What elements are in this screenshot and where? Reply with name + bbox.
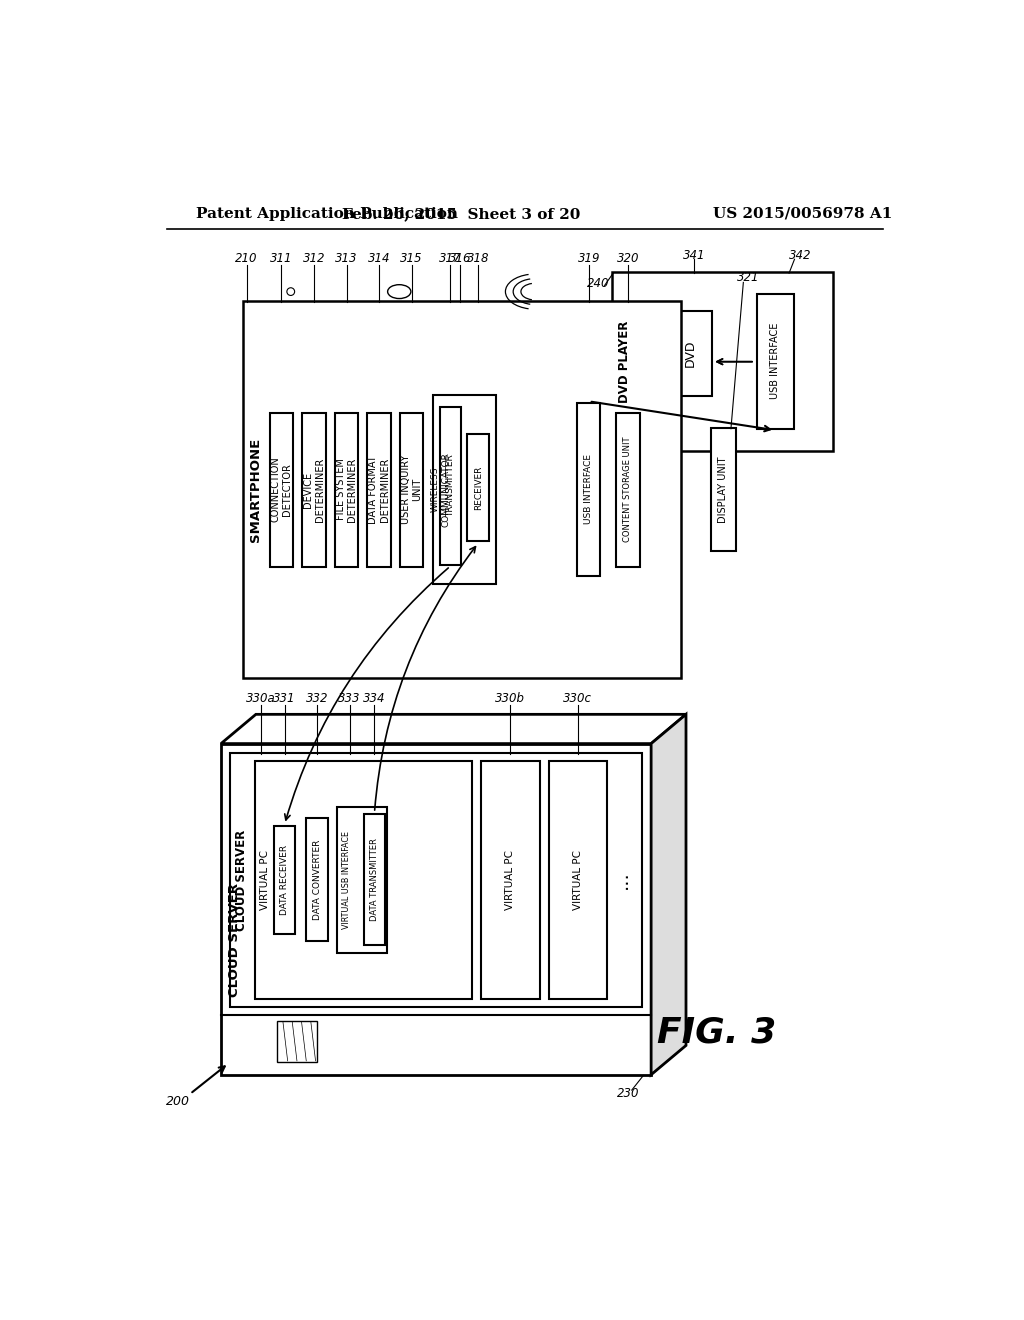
Text: 332: 332 xyxy=(306,693,329,705)
Text: 316: 316 xyxy=(450,252,472,265)
Bar xyxy=(549,760,607,999)
Text: Patent Application Publication: Patent Application Publication xyxy=(197,207,458,220)
Ellipse shape xyxy=(388,285,411,298)
Bar xyxy=(467,434,489,541)
Text: VIRTUAL PC: VIRTUAL PC xyxy=(506,850,515,909)
Polygon shape xyxy=(221,714,686,743)
Text: VIRTUAL PC: VIRTUAL PC xyxy=(572,850,583,909)
Text: DATA TRANSMITTER: DATA TRANSMITTER xyxy=(370,838,379,921)
Text: 312: 312 xyxy=(303,252,326,265)
Text: DEVICE
DETERMINER: DEVICE DETERMINER xyxy=(303,457,325,521)
Text: CONNECTION
DETECTOR: CONNECTION DETECTOR xyxy=(270,457,292,523)
Text: USB INTERFACE: USB INTERFACE xyxy=(585,454,593,524)
Text: 210: 210 xyxy=(236,252,258,265)
Text: 313: 313 xyxy=(335,252,357,265)
Bar xyxy=(364,814,385,945)
Bar xyxy=(230,752,642,1007)
Text: 240: 240 xyxy=(587,277,609,289)
Text: WIRELESS
COMMUNICATOR: WIRELESS COMMUNICATOR xyxy=(431,451,450,527)
Text: DISPLAY UNIT: DISPLAY UNIT xyxy=(718,457,728,523)
Bar xyxy=(221,743,651,1074)
Bar xyxy=(243,301,681,678)
Text: Feb. 26, 2015  Sheet 3 of 20: Feb. 26, 2015 Sheet 3 of 20 xyxy=(342,207,581,220)
Text: DATA CONVERTER: DATA CONVERTER xyxy=(312,840,322,920)
Text: SMARTPHONE: SMARTPHONE xyxy=(249,437,261,541)
Text: DATA RECEIVER: DATA RECEIVER xyxy=(280,845,289,915)
Text: DVD: DVD xyxy=(683,339,696,367)
Bar xyxy=(757,294,794,429)
Text: USB INTERFACE: USB INTERFACE xyxy=(770,323,780,400)
Text: 321: 321 xyxy=(736,271,759,284)
Text: FIG. 3: FIG. 3 xyxy=(657,1015,776,1049)
Text: VIRTUAL USB INTERFACE: VIRTUAL USB INTERFACE xyxy=(342,830,350,929)
Bar xyxy=(400,412,423,566)
Text: CLOUD SERVER: CLOUD SERVER xyxy=(228,883,242,997)
Text: CLOUD SERVER: CLOUD SERVER xyxy=(234,829,248,931)
Text: 230: 230 xyxy=(616,1088,639,1101)
Bar xyxy=(578,403,600,576)
Text: 334: 334 xyxy=(364,693,386,705)
Text: 341: 341 xyxy=(683,249,705,261)
Text: DVD PLAYER: DVD PLAYER xyxy=(618,321,631,403)
Text: 331: 331 xyxy=(273,693,296,705)
Text: 330b: 330b xyxy=(496,693,525,705)
Text: 311: 311 xyxy=(270,252,293,265)
Text: TRANSMITTER: TRANSMITTER xyxy=(445,454,455,517)
Text: 315: 315 xyxy=(400,252,423,265)
Text: RECEIVER: RECEIVER xyxy=(474,466,482,510)
Text: 342: 342 xyxy=(788,249,811,261)
Bar xyxy=(368,412,391,566)
Bar xyxy=(439,407,461,565)
Text: 317: 317 xyxy=(439,252,462,265)
Bar xyxy=(255,760,472,999)
Text: 330a: 330a xyxy=(247,693,276,705)
Text: FILE SYSTEM
DETERMINER: FILE SYSTEM DETERMINER xyxy=(336,457,357,521)
Text: 319: 319 xyxy=(578,252,600,265)
Polygon shape xyxy=(651,714,686,1074)
Bar xyxy=(616,412,640,566)
Bar xyxy=(270,412,293,566)
Text: 333: 333 xyxy=(338,693,360,705)
Bar xyxy=(302,412,326,566)
Text: 330c: 330c xyxy=(563,693,593,705)
Bar xyxy=(276,1020,317,1063)
Text: VIRTUAL PC: VIRTUAL PC xyxy=(260,850,270,909)
Bar xyxy=(335,412,358,566)
Text: 320: 320 xyxy=(616,252,639,265)
Text: CONTENT STORAGE UNIT: CONTENT STORAGE UNIT xyxy=(624,437,633,543)
Text: DATA FORMAT
DETERMINER: DATA FORMAT DETERMINER xyxy=(369,455,390,524)
Bar xyxy=(432,395,496,583)
Bar xyxy=(481,760,540,999)
Bar xyxy=(273,826,295,933)
Bar xyxy=(306,818,328,941)
Bar xyxy=(612,272,834,451)
Text: 318: 318 xyxy=(467,252,489,265)
Text: 200: 200 xyxy=(166,1096,190,1109)
Text: ...: ... xyxy=(611,870,631,890)
Bar xyxy=(711,428,735,552)
Text: 314: 314 xyxy=(368,252,390,265)
Bar xyxy=(337,807,387,953)
Bar xyxy=(668,312,713,396)
Text: USER INQUIRY
UNIT: USER INQUIRY UNIT xyxy=(400,455,423,524)
Text: US 2015/0056978 A1: US 2015/0056978 A1 xyxy=(713,207,892,220)
